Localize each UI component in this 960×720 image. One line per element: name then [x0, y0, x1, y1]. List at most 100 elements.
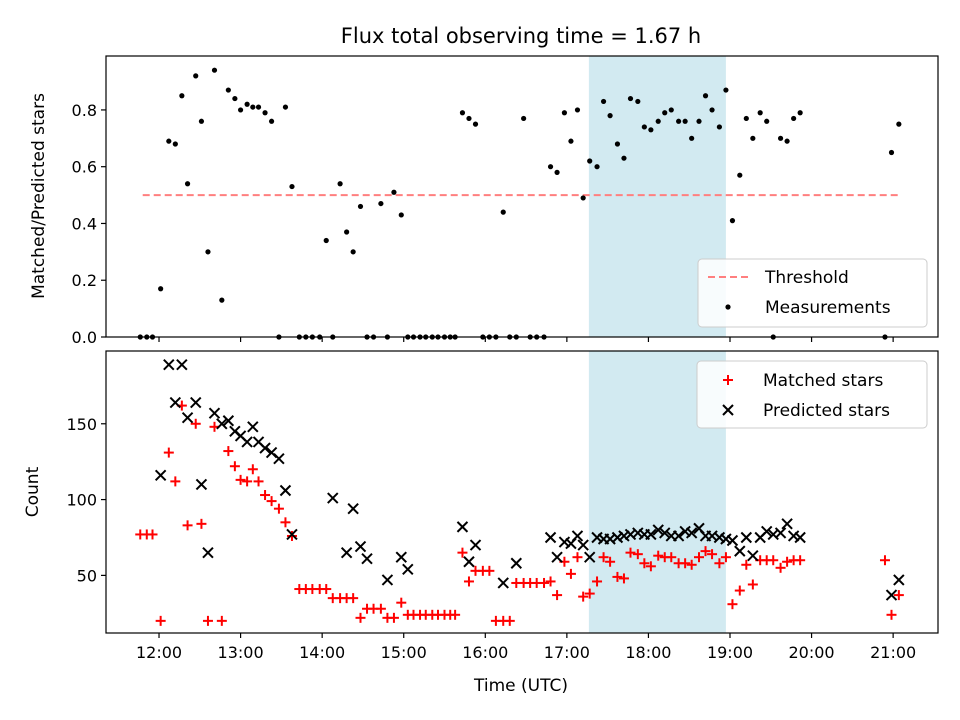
x-stroke-b — [591, 531, 603, 544]
measurement-point — [635, 98, 641, 105]
x-tick-label: 20:00 — [789, 643, 835, 662]
measurement-point — [676, 118, 682, 124]
measurement-point — [521, 115, 527, 122]
matched-star-point — [782, 556, 793, 567]
matched-star-point — [747, 579, 758, 590]
measurement-point — [237, 107, 244, 113]
predicted-star-point — [395, 551, 407, 563]
matched-star-point — [260, 490, 271, 501]
measurement-point — [391, 189, 397, 195]
matched-star-point — [612, 571, 623, 582]
axes-frame — [105, 55, 939, 338]
matched-star-point — [147, 529, 158, 540]
measurement-point — [587, 158, 593, 164]
legend-measurement-swatch — [725, 304, 731, 310]
matched-star-point — [572, 552, 583, 563]
matched-star-point — [598, 552, 609, 563]
x-stroke-b — [885, 589, 898, 601]
measurement-point — [398, 212, 404, 218]
predicted-star-point — [740, 531, 753, 544]
matched-star-point — [714, 558, 725, 569]
measurement-point — [607, 113, 613, 119]
x-stroke-b — [734, 545, 746, 557]
predicted-star-point — [781, 518, 793, 530]
x-stroke-b — [347, 502, 359, 515]
x-stroke-b — [583, 551, 596, 563]
measurement-point — [184, 181, 191, 187]
measurement-point — [709, 107, 715, 113]
x-stroke-b — [652, 524, 664, 536]
bottom-axes: 50 100 150 12:00 13:00 14:00 15:00 16:00 17:00 18… — [66, 350, 939, 662]
measurement-points — [137, 67, 902, 340]
measurement-point — [716, 124, 722, 130]
matched-star-point — [242, 476, 253, 487]
matched-star-point — [694, 552, 705, 563]
x-stroke-b — [381, 574, 394, 586]
predicted-star-point — [577, 539, 589, 551]
x-stroke-b — [767, 528, 779, 541]
matched-star-point — [273, 503, 284, 514]
y-tick-label: 150 — [66, 415, 97, 434]
matched-star-point — [190, 418, 201, 429]
x-stroke-b — [740, 531, 753, 544]
x-stroke-b — [469, 539, 482, 551]
matched-star-point — [552, 590, 563, 601]
predicted-star-point — [273, 452, 285, 465]
measurement-point — [888, 149, 895, 156]
measurement-point — [323, 237, 329, 244]
predicted-star-point — [734, 545, 746, 557]
matched-star-point — [720, 552, 731, 563]
predicted-star-point — [885, 589, 898, 601]
predicted-star-point — [794, 531, 806, 544]
measurement-point — [337, 181, 343, 187]
matched-star-point — [734, 585, 745, 596]
predicted-star-point — [774, 527, 787, 539]
measurement-point — [568, 138, 574, 144]
predicted-star-point — [247, 421, 259, 433]
predicted-star-point — [463, 556, 475, 568]
matched-star-point — [680, 558, 691, 569]
measurement-point — [764, 118, 770, 124]
measurement-point — [547, 164, 554, 170]
predicted-star-point — [354, 540, 367, 553]
x-stroke-b — [624, 528, 637, 541]
x-stroke-b — [279, 484, 292, 497]
y-tick-label: 50 — [77, 566, 97, 585]
measurement-point — [600, 98, 607, 105]
measurement-point — [668, 107, 674, 113]
y-tick-label: 0.0 — [72, 328, 97, 347]
matched-star-point — [584, 588, 595, 599]
x-stroke-b — [577, 539, 589, 551]
top-ylabel: Matched/Predicted stars — [29, 93, 49, 299]
x-stroke-b — [659, 527, 671, 539]
x-stroke-b — [273, 452, 285, 465]
x-tick-label: 21:00 — [870, 643, 916, 662]
x-stroke-b — [774, 527, 787, 539]
matched-star-point — [618, 573, 629, 584]
x-stroke-b — [247, 421, 259, 433]
matched-star-point — [235, 474, 246, 485]
predicted-star-point — [208, 407, 221, 419]
measurement-point — [784, 138, 790, 144]
x-stroke-b — [340, 546, 353, 559]
predicted-star-point — [469, 539, 482, 551]
x-stroke-b — [893, 574, 905, 586]
matched-star-point — [196, 518, 207, 529]
measurement-point — [193, 73, 199, 79]
predicted-star-point — [361, 553, 373, 565]
predicted-star-point — [163, 358, 175, 371]
measurement-point — [561, 110, 568, 116]
predicted-star-point — [279, 484, 292, 497]
legend-matched-label: Matched stars — [763, 371, 883, 391]
x-stroke-b — [497, 577, 509, 589]
x-stroke-b — [456, 521, 469, 533]
matched-star-point — [893, 590, 904, 601]
x-stroke-b — [208, 407, 221, 419]
predicted-star-point — [659, 527, 671, 539]
matched-star-point — [700, 546, 711, 557]
x-stroke-b — [693, 522, 705, 535]
x-stroke-b — [747, 549, 759, 562]
x-stroke-b — [726, 534, 739, 547]
x-stroke-b — [510, 557, 522, 569]
ratio-panel: Flux total observing time = 1.67 h Match… — [29, 24, 939, 347]
